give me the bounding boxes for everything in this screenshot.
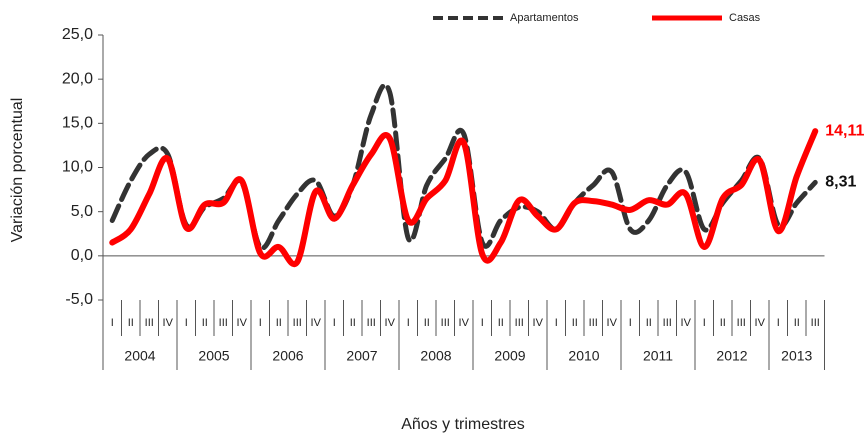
x-tick-label: I [481, 317, 484, 329]
year-label: 2011 [643, 348, 673, 364]
x-tick-label: III [293, 317, 302, 329]
x-tick-label: III [145, 317, 154, 329]
x-tick-label: II [350, 317, 356, 329]
x-tick-label: III [367, 317, 376, 329]
x-tick-label: III [441, 317, 450, 329]
x-tick-label: I [185, 317, 188, 329]
x-tick-label: II [202, 317, 208, 329]
y-tick-label: 5,0 [71, 203, 93, 220]
x-tick-label: I [333, 317, 336, 329]
data-label: 8,31 [825, 174, 856, 191]
year-label: 2006 [272, 348, 303, 364]
x-tick-label: III [515, 317, 524, 329]
year-label: 2010 [568, 348, 599, 364]
x-tick-label: I [703, 317, 706, 329]
x-tick-label: IV [163, 317, 174, 329]
y-axis-title: Variación porcentual [9, 98, 26, 243]
series-line [109, 128, 819, 268]
year-label: 2013 [781, 348, 812, 364]
x-axis-title: Años y trimestres [401, 416, 525, 433]
x-tick-label: IV [681, 317, 692, 329]
x-tick-label: I [629, 317, 632, 329]
series-line [109, 82, 818, 251]
x-tick-label: I [407, 317, 410, 329]
x-tick-label: IV [459, 317, 470, 329]
x-tick-label: II [572, 317, 578, 329]
x-tick-label: III [737, 317, 746, 329]
y-tick-label: 20,0 [62, 70, 93, 87]
year-label: 2007 [346, 348, 377, 364]
y-tick-label: 25,0 [62, 26, 93, 43]
y-tick-label: 10,0 [62, 159, 93, 176]
legend-label: Casas [729, 12, 761, 24]
x-tick-label: I [111, 317, 114, 329]
x-tick-label: III [589, 317, 598, 329]
year-label: 2005 [198, 348, 229, 364]
x-tick-label: III [663, 317, 672, 329]
x-tick-label: III [811, 317, 820, 329]
year-label: 2008 [420, 348, 451, 364]
x-tick-label: II [646, 317, 652, 329]
x-tick-label: IV [237, 317, 248, 329]
x-tick-label: I [555, 317, 558, 329]
x-tick-label: I [259, 317, 262, 329]
year-label: 2004 [124, 348, 155, 364]
x-tick-label: IV [311, 317, 322, 329]
x-tick-label: IV [755, 317, 766, 329]
y-tick-label: 15,0 [62, 115, 93, 132]
x-tick-label: II [794, 317, 800, 329]
x-tick-label: IV [385, 317, 396, 329]
y-tick-label: -5,0 [65, 291, 93, 308]
y-tick-label: 0,0 [71, 247, 93, 264]
x-tick-label: II [276, 317, 282, 329]
x-tick-label: IV [533, 317, 544, 329]
x-tick-label: II [128, 317, 134, 329]
x-tick-label: II [424, 317, 430, 329]
year-label: 2012 [716, 348, 747, 364]
x-tick-label: III [219, 317, 228, 329]
x-tick-label: II [720, 317, 726, 329]
x-tick-label: I [777, 317, 780, 329]
year-label: 2009 [494, 348, 525, 364]
x-tick-label: IV [607, 317, 618, 329]
data-label: 14,11 [825, 122, 864, 139]
legend-label: Apartamentos [510, 12, 579, 24]
x-tick-label: II [498, 317, 504, 329]
